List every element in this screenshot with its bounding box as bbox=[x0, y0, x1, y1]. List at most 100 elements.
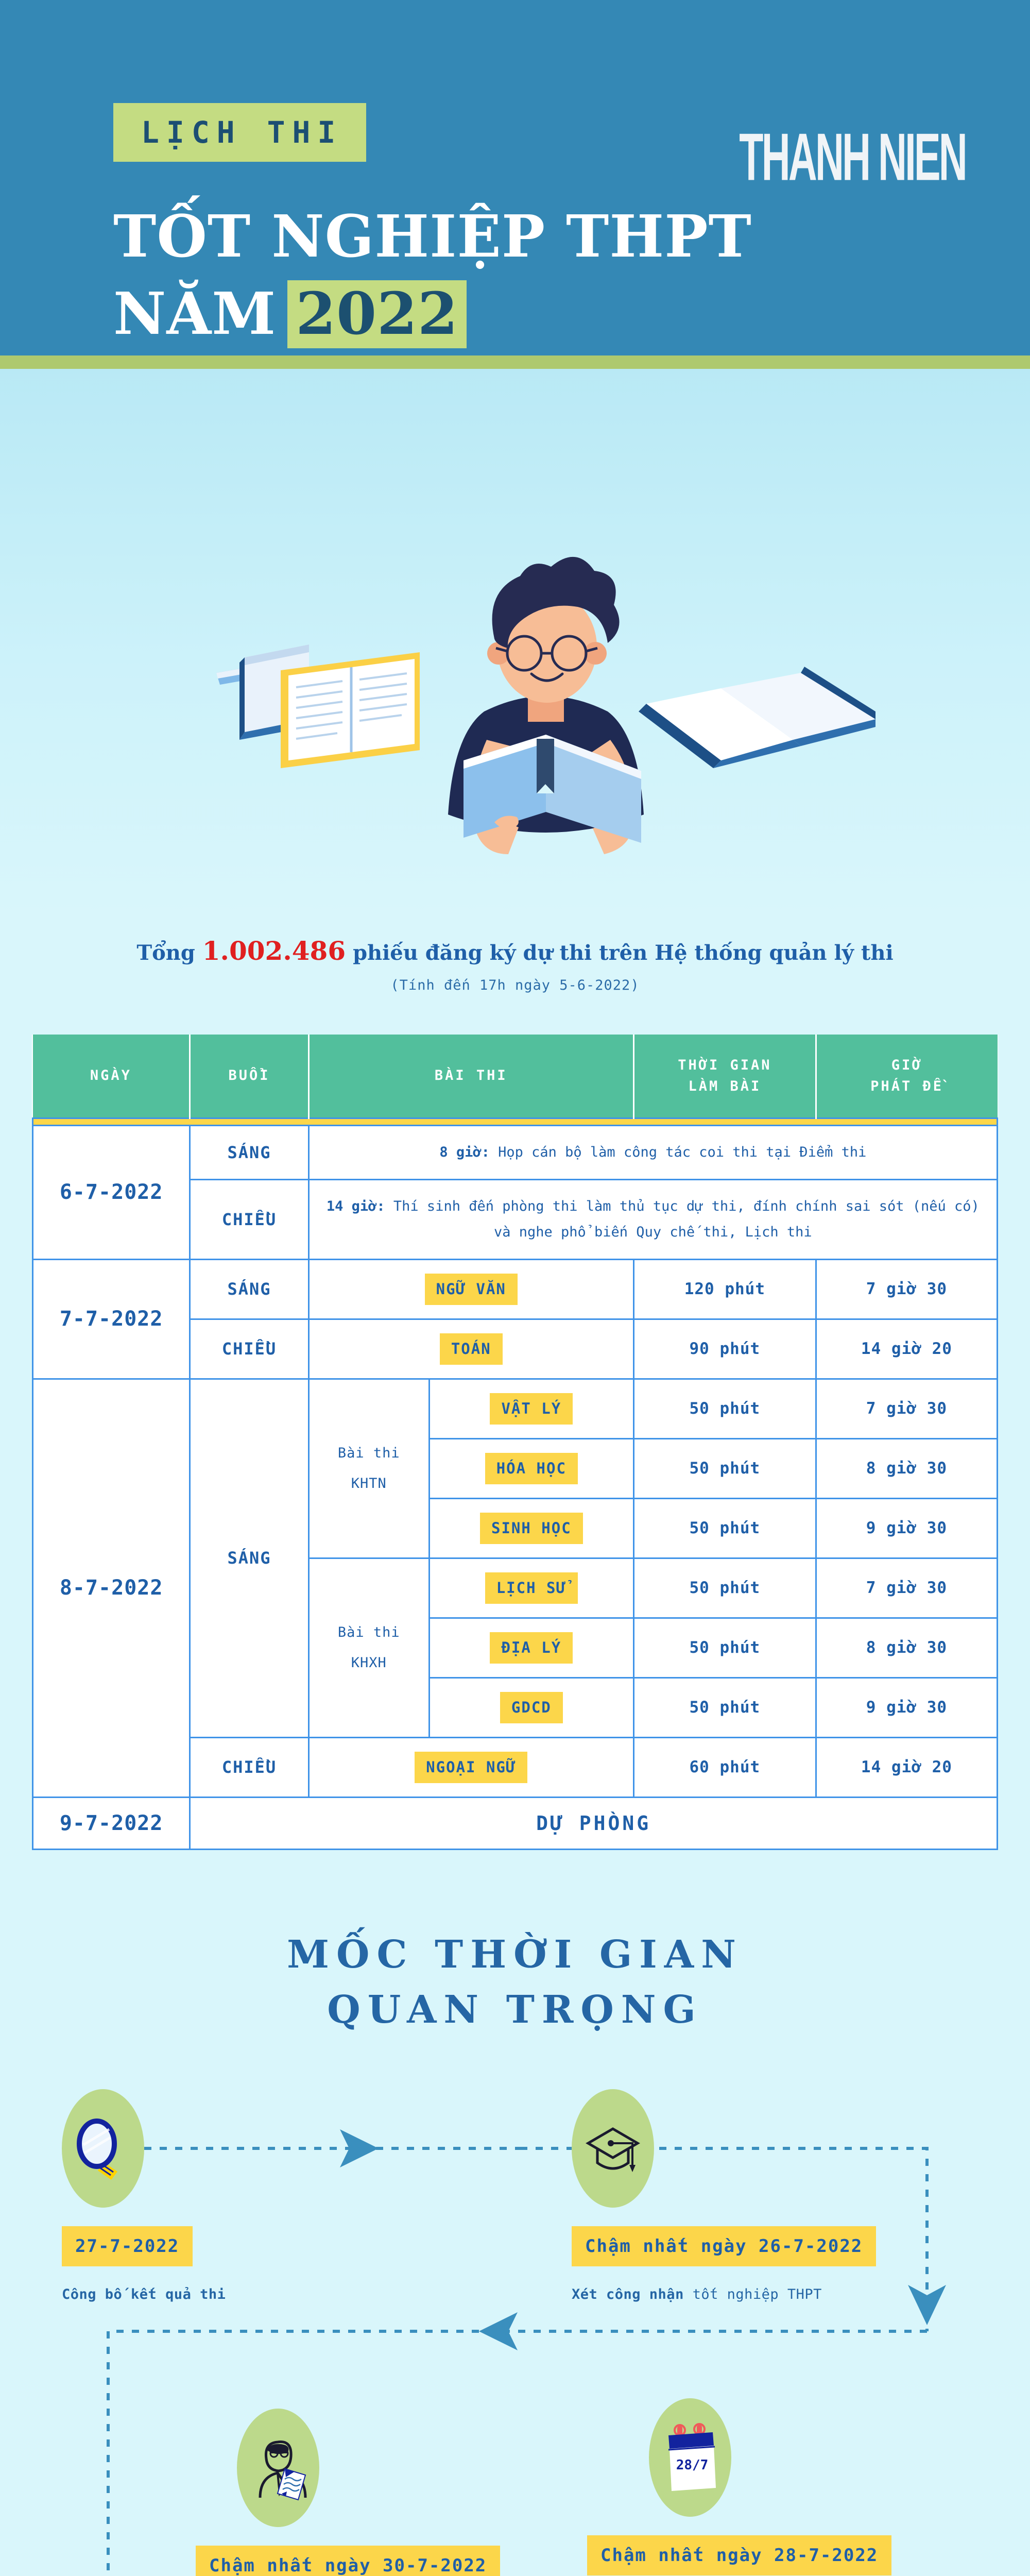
timeline-desc: Xét công nhận tốt nghiệp THPT bbox=[572, 2282, 932, 2308]
group-label-l2: KHTN bbox=[351, 1476, 387, 1492]
subject-chip: SINH HỌC bbox=[479, 1512, 583, 1544]
timeline-grid: 27-7-2022 Công bố kết quả thi Chậm nh bbox=[0, 2089, 1030, 2576]
hero-illustration bbox=[0, 369, 1030, 915]
cell-subject: NGỮ VĂN bbox=[307, 1258, 634, 1320]
table-row: SINH HỌC 50 phút 9 giờ 30 bbox=[33, 1497, 999, 1559]
table-row: ĐỊA LÝ 50 phút 8 giờ 30 bbox=[33, 1617, 999, 1679]
cell-subject: HÓA HỌC bbox=[428, 1437, 634, 1499]
subject-chip: GDCD bbox=[500, 1691, 563, 1723]
cell-day: 6-7-2022 bbox=[31, 1125, 191, 1260]
cell-start: 7 giờ 30 bbox=[815, 1258, 999, 1320]
subject-chip: LỊCH SỬ bbox=[485, 1572, 578, 1604]
title-nam-label: NĂM bbox=[113, 280, 277, 348]
cell-note: 14 giờ: Thí sinh đến phòng thi làm thủ t… bbox=[307, 1178, 999, 1260]
table-head: NGÀY BUỔI BÀI THI THỜI GIAN LÀM BÀI GIỜ … bbox=[32, 1035, 998, 1126]
th-bai-thi: BÀI THI bbox=[308, 1035, 634, 1118]
desc-rest: tốt nghiệp THPT bbox=[683, 2286, 822, 2303]
cell-duration: 50 phút bbox=[632, 1437, 817, 1499]
cell-duration: 50 phút bbox=[632, 1617, 817, 1679]
title-line-2: NĂM 2022 bbox=[113, 280, 1030, 349]
th-thoi-gian-l1: THỜI GIAN bbox=[678, 1057, 772, 1073]
table-row: CHIỀU 14 giờ: Thí sinh đến phòng thi làm… bbox=[33, 1178, 999, 1260]
th-buoi: BUỔI bbox=[190, 1035, 310, 1118]
group-label-l1: Bài thi bbox=[337, 1624, 400, 1640]
cell-duration: 120 phút bbox=[632, 1258, 817, 1320]
lich-thi-badge: LỊCH THI bbox=[113, 103, 367, 162]
th-gio-l2: PHÁT ĐỀ bbox=[870, 1078, 944, 1094]
schedule-table-wrapper: NGÀY BUỔI BÀI THI THỜI GIAN LÀM BÀI GIỜ … bbox=[0, 1009, 1030, 1850]
th-thoi-gian: THỜI GIAN LÀM BÀI bbox=[633, 1035, 817, 1118]
table-row: CHIỀU NGOẠI NGỮ 60 phút 14 giờ 20 bbox=[33, 1736, 999, 1798]
thanhnien-logo: THANH NIEN bbox=[739, 119, 967, 195]
subject-chip: NGOẠI NGỮ bbox=[415, 1751, 528, 1783]
svg-text:28/7: 28/7 bbox=[676, 2458, 709, 2473]
cell-group-khtn: Bài thi KHTN bbox=[307, 1378, 430, 1559]
cell-subject: VẬT LÝ bbox=[428, 1378, 634, 1439]
cell-duration: 50 phút bbox=[632, 1557, 817, 1619]
accent-bar bbox=[32, 1117, 998, 1126]
cell-duration: 50 phút bbox=[632, 1497, 817, 1559]
timeline-title: MỐC THỜI GIAN QUAN TRỌNG bbox=[0, 1850, 1030, 2048]
cell-subject: GDCD bbox=[428, 1676, 634, 1738]
stats-suffix: phiếu đăng ký dự thi trên Hệ thống quản … bbox=[353, 941, 894, 965]
desc-bold: Xét công nhận bbox=[572, 2286, 684, 2303]
exam-schedule-table: NGÀY BUỔI BÀI THI THỜI GIAN LÀM BÀI GIỜ … bbox=[31, 1035, 999, 1850]
book-open-right bbox=[639, 667, 876, 768]
cell-duration: 90 phút bbox=[632, 1318, 817, 1380]
cell-subject: NGOẠI NGỮ bbox=[307, 1736, 634, 1798]
timeline-title-l1: MỐC THỜI GIAN bbox=[287, 1932, 743, 1977]
timeline-item-4: 28/7 Chậm nhất ngày 28-7-2022 Công bố kế… bbox=[587, 2398, 948, 2576]
subject-chip: HÓA HỌC bbox=[485, 1452, 578, 1484]
cell-session: CHIỀU bbox=[189, 1318, 310, 1380]
subject-chip: VẬT LÝ bbox=[490, 1393, 573, 1425]
cell-duration: 60 phút bbox=[632, 1736, 817, 1798]
page-title: TỐT NGHIỆP THPT NĂM 2022 bbox=[113, 203, 1030, 349]
subject-chip: NGỮ VĂN bbox=[424, 1273, 518, 1305]
th-gio-l1: GIỜ bbox=[891, 1057, 923, 1073]
timeline-title-l2: QUAN TRỌNG bbox=[327, 1988, 703, 2032]
table-accent-row bbox=[32, 1117, 998, 1126]
page-header: LỊCH THI THANH NIEN TỐT NGHIỆP THPT NĂM … bbox=[0, 0, 1030, 355]
cell-session: CHIỀU bbox=[189, 1736, 310, 1798]
note-rest: Thí sinh đến phòng thi làm thủ tục dự th… bbox=[385, 1198, 980, 1240]
cell-reserve: DỰ PHÒNG bbox=[189, 1796, 998, 1850]
table-row: CHIỀU TOÁN 90 phút 14 giờ 20 bbox=[33, 1318, 999, 1380]
cell-session: SÁNG bbox=[189, 1125, 310, 1180]
cell-start: 14 giờ 20 bbox=[815, 1318, 999, 1380]
year-badge: 2022 bbox=[287, 280, 467, 349]
desc-bold: Công bố kết quả thi bbox=[62, 2286, 226, 2303]
cell-start: 9 giờ 30 bbox=[815, 1497, 999, 1559]
book-held bbox=[464, 735, 641, 843]
cell-start: 14 giờ 20 bbox=[815, 1736, 999, 1798]
timeline-item-3: Chậm nhất ngày 30-7-2022 Cấp giấy chứng … bbox=[196, 2409, 556, 2576]
note-rest: Họp cán bộ làm công tác coi thi tại Điểm… bbox=[489, 1144, 867, 1160]
cell-subject: ĐỊA LÝ bbox=[428, 1617, 634, 1679]
subject-chip: ĐỊA LÝ bbox=[490, 1632, 573, 1664]
cell-day: 7-7-2022 bbox=[31, 1258, 191, 1380]
th-ngay: NGÀY bbox=[32, 1035, 191, 1118]
cell-start: 7 giờ 30 bbox=[815, 1557, 999, 1619]
note-bold: 8 giờ: bbox=[439, 1144, 490, 1160]
stats-headline: Tổng 1.002.486 phiếu đăng ký dự thi trên… bbox=[0, 936, 1030, 966]
cell-subject: TOÁN bbox=[307, 1318, 634, 1380]
table-row: 6-7-2022 SÁNG 8 giờ: Họp cán bộ làm công… bbox=[31, 1125, 999, 1260]
magnifier-icon bbox=[62, 2089, 144, 2208]
cell-session: SÁNG bbox=[189, 1378, 310, 1738]
th-thoi-gian-l2: LÀM BÀI bbox=[688, 1078, 762, 1094]
note-bold: 14 giờ: bbox=[326, 1198, 385, 1214]
subject-chip: TOÁN bbox=[439, 1333, 503, 1365]
table-row: GDCD 50 phút 9 giờ 30 bbox=[33, 1676, 999, 1738]
th-gio-phat-de: GIỜ PHÁT ĐỀ bbox=[816, 1035, 998, 1118]
cell-day: 9-7-2022 bbox=[31, 1796, 191, 1850]
table-row: 8-7-2022 SÁNG Bài thi KHTN VẬT LÝ 50 phú… bbox=[31, 1378, 999, 1798]
cell-duration: 50 phút bbox=[632, 1378, 817, 1439]
cell-subject: SINH HỌC bbox=[428, 1497, 634, 1559]
graduation-cap-icon bbox=[572, 2089, 654, 2208]
officer-document-icon bbox=[237, 2409, 319, 2528]
cell-start: 7 giờ 30 bbox=[815, 1378, 999, 1439]
table-row: HÓA HỌC 50 phút 8 giờ 30 bbox=[33, 1437, 999, 1499]
student-reading-illustration bbox=[216, 556, 876, 854]
stats-note: (Tính đến 17h ngày 5-6-2022) bbox=[390, 977, 640, 993]
cell-duration: 50 phút bbox=[632, 1676, 817, 1738]
cell-start: 8 giờ 30 bbox=[815, 1437, 999, 1499]
